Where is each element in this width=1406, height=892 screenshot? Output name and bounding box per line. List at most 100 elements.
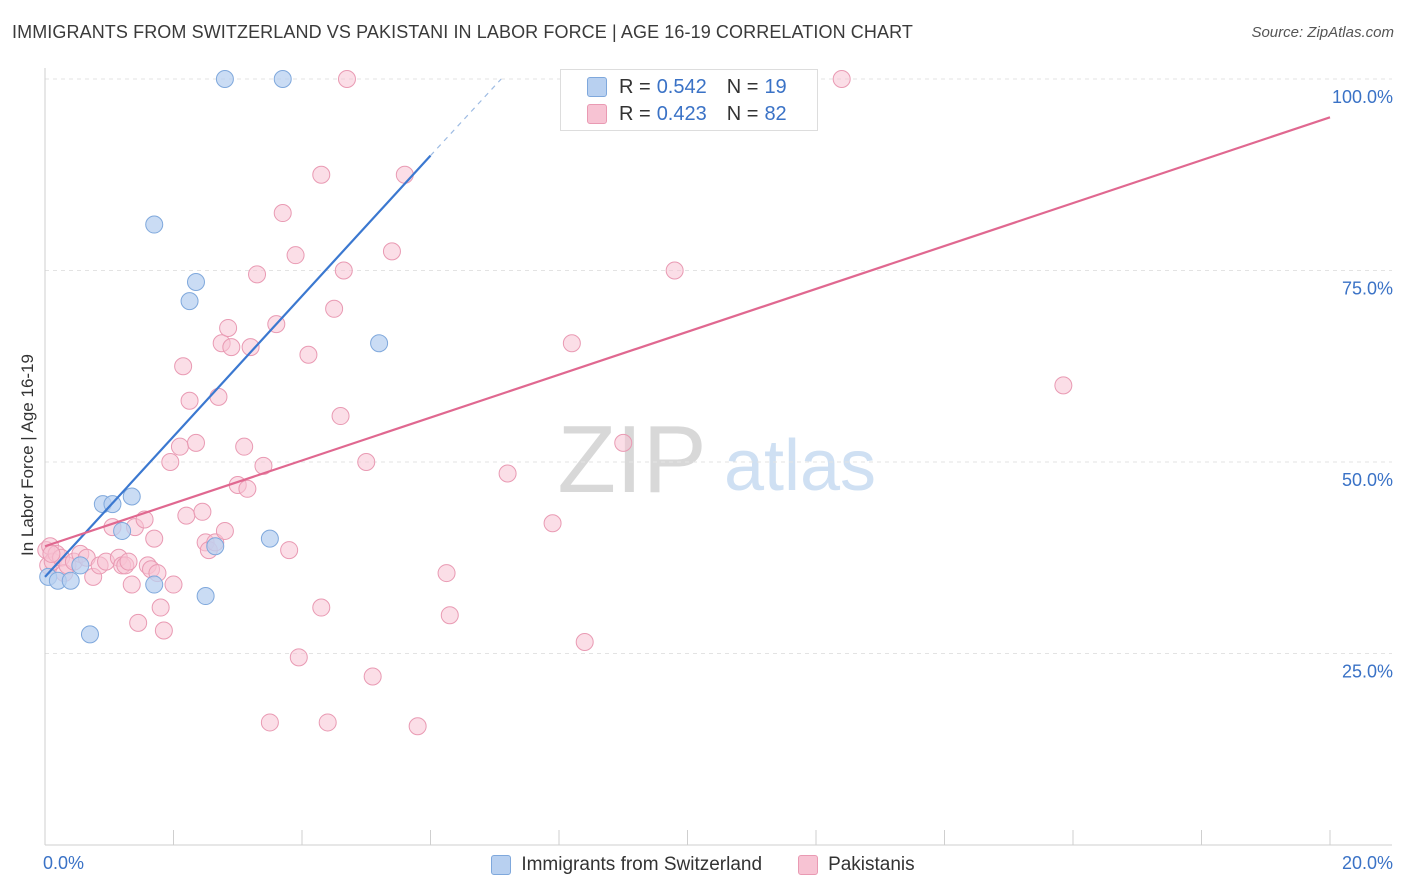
pakistanis-point [395,165,414,184]
pakistanis-point [363,667,382,686]
pakistanis-point [437,564,456,583]
pakistanis-point [161,453,180,471]
switzerland-point [260,529,279,548]
legend-r-value: 0.423 [656,102,707,125]
legend-n-label: N = [726,102,759,125]
y-tick-label: 25.0% [1342,662,1393,682]
x-tick-label: 0.0% [43,853,84,873]
switzerland-point [215,70,234,88]
pakistanis-point [1054,376,1073,395]
pakistanis-point [145,529,164,548]
pakistanis-point [289,648,308,667]
pakistanis-point [312,598,331,617]
pakistanis-point [164,575,183,594]
y-tick-label: 50.0% [1342,470,1393,490]
legend-swatch-blue [587,77,607,97]
pakistanis-point [241,338,260,357]
switzerland-point [370,334,389,353]
legend-r-label: R = [619,102,651,125]
pakistanis-point [119,552,138,571]
switzerland-points [39,70,389,644]
pakistanis-point [219,318,238,337]
legend-row-pakistanis: R = 0.423 N = 82 [587,101,787,127]
legend-swatch-pink [798,855,819,875]
pakistanis-point [151,598,170,617]
pakistanis-point [280,541,299,560]
pakistanis-point [408,717,427,736]
legend-row-switzerland: R = 0.542 N = 19 [587,74,787,100]
pakistanis-point [286,246,305,265]
pakistanis-point [186,433,205,452]
pakistanis-point [331,407,350,426]
pakistanis-point [177,506,196,525]
switzerland-trend-extension [430,78,502,157]
chart-title: IMMIGRANTS FROM SWITZERLAND VS PAKISTANI… [12,22,913,42]
switzerland-point [273,70,292,88]
legend-n-label: N = [726,75,759,98]
pakistanis-point [832,70,851,88]
pakistanis-point [665,261,684,280]
pakistanis-point [122,575,141,594]
pakistanis-point [543,514,562,533]
pakistanis-point [42,544,61,563]
pakistanis-point [209,387,228,406]
legend-stats: R = 0.542 N = 19 R = 0.423 N = 82 [560,69,818,131]
y-tick-label: 75.0% [1342,279,1393,299]
switzerland-point [180,292,199,311]
trend-lines [44,78,1331,578]
pakistanis-trend-line [44,116,1331,548]
pakistanis-point [325,299,344,318]
legend-r-label: R = [619,75,651,98]
pakistanis-point [193,502,212,521]
pakistanis-point [299,345,318,364]
pakistanis-point [312,165,331,184]
pakistanis-point [215,521,234,540]
switzerland-point [206,537,225,556]
pakistanis-point [440,606,459,625]
legend-item-switzerland[interactable]: Immigrants from Switzerland [491,854,762,876]
pakistanis-point [334,261,353,280]
legend-label-switzerland: Immigrants from Switzerland [521,854,763,875]
legend-item-pakistanis[interactable]: Pakistanis [798,854,915,876]
switzerland-point [71,556,90,575]
switzerland-point [80,625,99,644]
pakistanis-point [238,479,257,498]
pakistanis-point [129,613,148,632]
watermark-atlas: atlas [724,426,876,506]
switzerland-point [61,571,80,590]
pakistanis-point [260,713,279,732]
x-tick-label: 20.0% [1342,853,1393,873]
pakistanis-point [318,713,337,732]
pakistanis-points [37,70,1073,736]
switzerland-point [122,487,141,506]
legend-swatch-blue [491,855,512,875]
watermark-zip: ZIP [557,406,706,513]
pakistanis-point [170,437,189,456]
pakistanis-point [235,437,254,456]
switzerland-point [186,272,205,291]
legend-label-pakistanis: Pakistanis [828,854,915,875]
legend-n-value: 19 [764,75,787,98]
pakistanis-point [357,453,376,471]
pakistanis-point [498,464,517,483]
switzerland-trend-line [44,154,432,578]
pakistanis-point [337,70,356,88]
source-label: Source: ZipAtlas.com [1251,24,1394,41]
y-tick-label: 100.0% [1332,87,1393,107]
pakistanis-point [154,621,173,640]
pakistanis-point [273,204,292,223]
pakistanis-point [562,334,581,353]
pakistanis-point [575,633,594,652]
axes [44,68,1392,846]
switzerland-point [196,587,215,606]
pakistanis-point [614,433,633,452]
tick-labels: 25.0% 50.0% 75.0% 100.0% 0.0% 20.0% [43,87,1393,873]
watermark: ZIP atlas [557,406,876,513]
legend-n-value: 82 [764,102,787,125]
pakistanis-point [222,338,241,357]
switzerland-point [145,215,164,234]
pakistanis-point [174,357,193,376]
legend-r-value: 0.542 [656,75,707,98]
pakistanis-point [382,242,401,261]
